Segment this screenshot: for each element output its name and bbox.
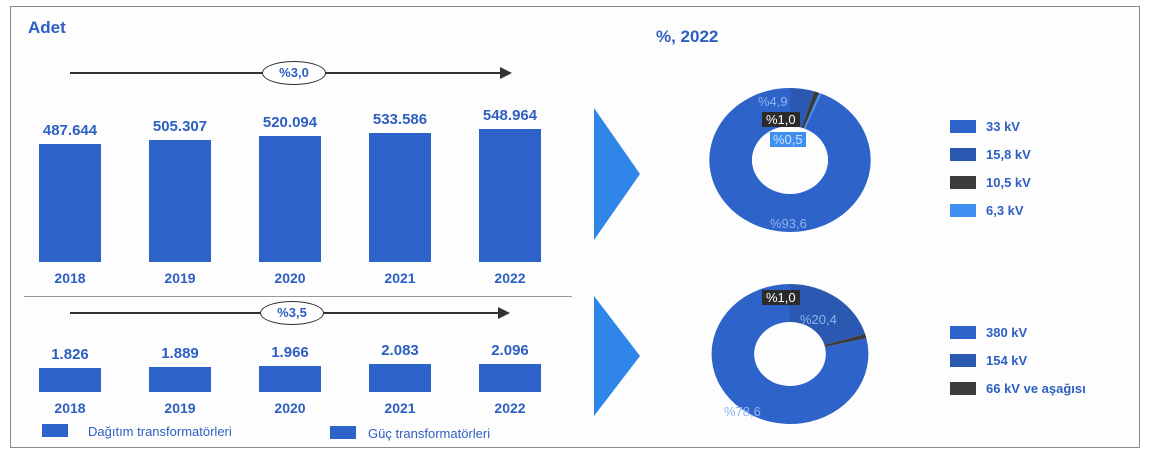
donut-slice-6-3-kv	[803, 92, 822, 129]
year-label-2022: 2022	[494, 400, 526, 416]
legend-swatch-10-5-kv	[950, 176, 976, 189]
pie-title: %, 2022	[656, 27, 719, 46]
donut-bottom-label-154: %20,4	[800, 312, 837, 327]
bar-2022	[479, 129, 541, 262]
bar-2020	[259, 366, 321, 392]
bar-2022	[479, 364, 541, 392]
donut-top-label-33: %93,6	[770, 216, 807, 231]
bar-2019	[149, 367, 211, 392]
bar-value-label-2019: 1.889	[161, 345, 199, 362]
legend-swatch-6-3-kv	[950, 204, 976, 217]
growth-rate-top: %3,0	[262, 61, 326, 85]
legend-swatch-66-kv-ve-a-a-s-	[950, 382, 976, 395]
legend-label-66-kv-ve-a-a-s-: 66 kV ve aşağısı	[986, 381, 1086, 396]
year-label-2019: 2019	[164, 270, 196, 286]
bar-value-label-2021: 533.586	[372, 111, 428, 128]
chevron-bottom-icon	[594, 296, 640, 416]
legend-label-380-kv: 380 kV	[986, 325, 1028, 340]
bar-value-label-2022: 548.964	[482, 107, 538, 124]
bar-value-label-2020: 1.966	[271, 344, 309, 361]
legend-label-power: Güç transformatörleri	[368, 426, 491, 441]
legend-label-6-3-kv: 6,3 kV	[986, 203, 1024, 218]
donut-top-label-6-3: %0,5	[770, 132, 806, 147]
year-label-2021: 2021	[384, 270, 416, 286]
year-label-2018: 2018	[54, 270, 86, 286]
year-label-2020: 2020	[274, 400, 306, 416]
chevron-top-icon	[594, 108, 640, 240]
legend-swatch-33-kv	[950, 120, 976, 133]
legend-swatch-154-kv	[950, 354, 976, 367]
year-label-2022: 2022	[494, 270, 526, 286]
legend-label-15-8-kv: 15,8 kV	[986, 147, 1031, 162]
bar-value-label-2020: 520.094	[262, 114, 318, 131]
year-label-2021: 2021	[384, 400, 416, 416]
donut-slice-380-kv	[711, 284, 869, 424]
bar-value-label-2018: 1.826	[51, 346, 89, 363]
bar-value-label-2018: 487.644	[42, 122, 98, 139]
legend-swatch-380-kv	[950, 326, 976, 339]
donut-slice-66-kv-ve-a-a-s-	[824, 334, 867, 347]
bar-2021	[369, 364, 431, 392]
legend-swatch-power	[330, 426, 356, 439]
bar-2021	[369, 133, 431, 262]
donut-bottom-label-380: %78,6	[724, 404, 761, 419]
legend-swatch-15-8-kv	[950, 148, 976, 161]
bar-value-label-2022: 2.096	[491, 342, 529, 359]
legend-label-33-kv: 33 kV	[986, 119, 1020, 134]
year-label-2020: 2020	[274, 270, 306, 286]
legend-swatch-distribution	[42, 424, 68, 437]
bar-2018	[39, 144, 101, 262]
legend-label-10-5-kv: 10,5 kV	[986, 175, 1031, 190]
year-label-2018: 2018	[54, 400, 86, 416]
legend-label-154-kv: 154 kV	[986, 353, 1028, 368]
bar-2018	[39, 368, 101, 392]
donut-top-label-10-5: %1,0	[762, 112, 800, 127]
bar-2019	[149, 140, 211, 262]
bar-value-label-2019: 505.307	[152, 118, 208, 135]
donut-slice-33-kv	[709, 88, 871, 232]
legend-label-distribution: Dağıtım transformatörleri	[88, 424, 232, 439]
growth-rate-bottom: %3,5	[260, 301, 324, 325]
year-label-2019: 2019	[164, 400, 196, 416]
donut-slice-154-kv	[790, 284, 866, 345]
donut-chart-power	[711, 284, 869, 424]
bar-value-label-2021: 2.083	[381, 342, 419, 359]
bar-2020	[259, 136, 321, 262]
units-label: Adet	[28, 18, 66, 37]
donut-slice-10-5-kv	[801, 91, 820, 129]
panel-divider	[24, 296, 572, 297]
donut-top-label-15-8: %4,9	[758, 94, 788, 109]
donut-bottom-label-66: %1,0	[762, 290, 800, 305]
